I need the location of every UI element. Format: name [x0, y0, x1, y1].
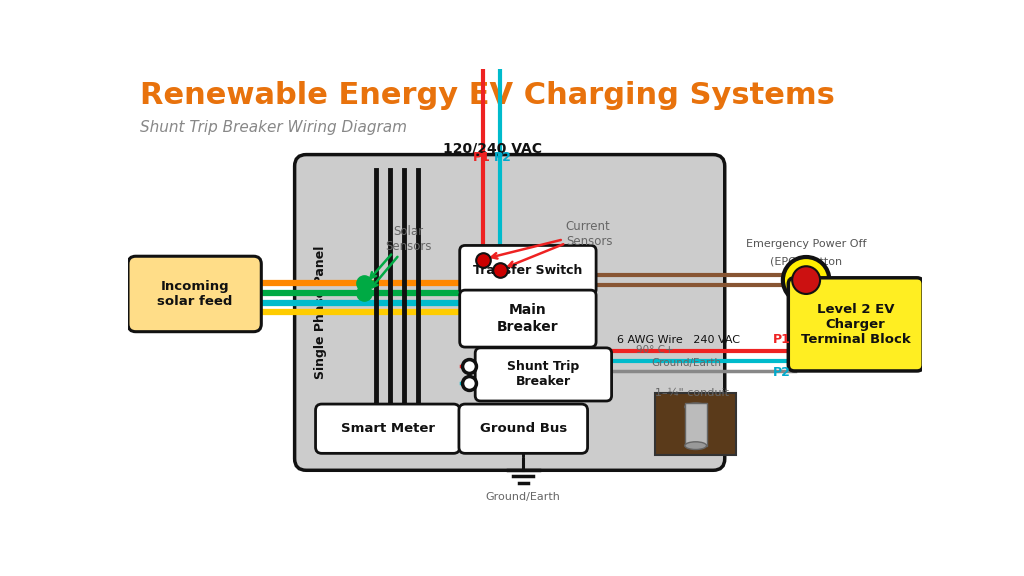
Text: (EPO) Button: (EPO) Button	[770, 257, 842, 267]
Text: Ground Bus: Ground Bus	[479, 422, 567, 435]
Circle shape	[793, 266, 820, 294]
Ellipse shape	[685, 442, 707, 449]
Text: Solar
Sensors: Solar Sensors	[385, 225, 432, 253]
Text: Incoming
solar feed: Incoming solar feed	[157, 280, 232, 308]
Text: Current
Sensors: Current Sensors	[566, 220, 612, 248]
Text: P1: P1	[773, 334, 791, 346]
Text: Level 2 EV
Charger
Terminal Block: Level 2 EV Charger Terminal Block	[801, 303, 910, 346]
Text: P2: P2	[773, 366, 791, 378]
Text: 90° C+: 90° C+	[636, 345, 673, 355]
Text: Transfer Switch: Transfer Switch	[473, 264, 583, 276]
Text: 1–¼" conduit: 1–¼" conduit	[655, 388, 729, 398]
FancyBboxPatch shape	[128, 256, 261, 332]
Text: Ground/Earth: Ground/Earth	[485, 492, 561, 502]
Text: 120/240 VAC: 120/240 VAC	[442, 142, 542, 156]
FancyBboxPatch shape	[788, 278, 924, 371]
Circle shape	[783, 257, 829, 303]
FancyBboxPatch shape	[475, 348, 611, 401]
Bar	[685, 403, 707, 446]
Text: Emergency Power Off: Emergency Power Off	[745, 239, 866, 249]
Text: Single Phase Panel: Single Phase Panel	[313, 246, 327, 379]
FancyBboxPatch shape	[460, 245, 596, 295]
FancyBboxPatch shape	[460, 290, 596, 347]
Text: Ground/Earth: Ground/Earth	[651, 358, 721, 368]
FancyBboxPatch shape	[295, 154, 725, 470]
FancyBboxPatch shape	[315, 404, 460, 453]
Text: Shunt Trip Breaker Wiring Diagram: Shunt Trip Breaker Wiring Diagram	[139, 120, 407, 135]
Text: P1: P1	[472, 151, 490, 164]
Text: Main
Breaker: Main Breaker	[497, 304, 559, 334]
FancyBboxPatch shape	[459, 404, 588, 453]
Text: P2: P2	[495, 151, 512, 164]
Text: 6 AWG Wire   240 VAC: 6 AWG Wire 240 VAC	[616, 335, 739, 345]
Text: Shunt Trip
Breaker: Shunt Trip Breaker	[507, 361, 580, 388]
Text: Renewable Energy EV Charging Systems: Renewable Energy EV Charging Systems	[139, 81, 835, 111]
Ellipse shape	[685, 403, 707, 411]
Text: Smart Meter: Smart Meter	[341, 422, 434, 435]
FancyBboxPatch shape	[655, 393, 736, 455]
